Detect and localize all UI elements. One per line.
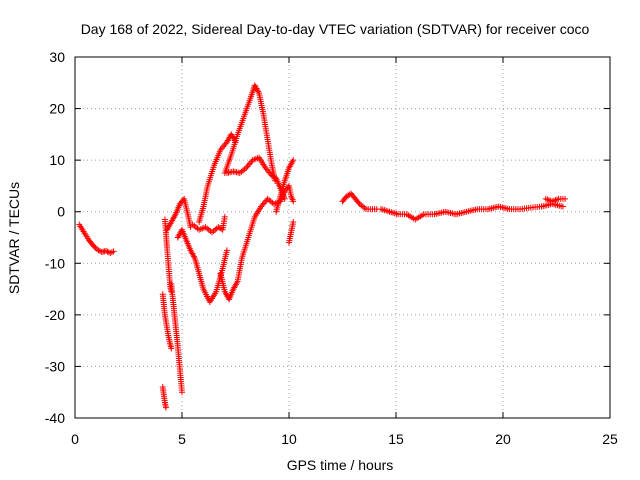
- x-tick-label: 15: [388, 431, 404, 447]
- series-arc-16: [339, 190, 380, 213]
- data-point: [290, 219, 297, 226]
- data-point: [290, 198, 297, 205]
- y-tick-label: -30: [45, 358, 65, 374]
- plot-frame: [74, 56, 611, 419]
- y-tick-label: -20: [45, 307, 65, 323]
- chart-title: Day 168 of 2022, Sidereal Day-to-day VTE…: [81, 21, 590, 37]
- y-tick-label: 0: [57, 204, 65, 220]
- y-tick-label: 10: [49, 152, 65, 168]
- series-arc-14: [277, 182, 297, 205]
- axis-ticks: [74, 56, 611, 419]
- y-tick-labels: -40 -30 -20 -10 0 10 20 30: [45, 49, 65, 426]
- y-tick-label: -10: [45, 255, 65, 271]
- series-arc-4: [159, 384, 169, 411]
- x-tick-label: 10: [281, 431, 297, 447]
- data-point: [162, 404, 169, 411]
- data-point: [168, 345, 175, 352]
- series-arc-9: [189, 213, 228, 236]
- x-tick-label: 25: [602, 431, 618, 447]
- series-arc-6: [164, 195, 194, 233]
- data-point: [103, 247, 110, 254]
- series-arc-3: [159, 291, 175, 352]
- y-axis-label: SDTVAR / TECUs: [6, 182, 22, 294]
- x-tick-label: 5: [178, 431, 186, 447]
- data-point: [559, 203, 566, 210]
- y-tick-label: 20: [49, 101, 65, 117]
- data-point: [179, 389, 185, 396]
- x-axis-label: GPS time / hours: [287, 457, 394, 473]
- y-tick-label: 30: [49, 49, 65, 65]
- series-arc-17: [378, 200, 566, 223]
- grid: [75, 57, 610, 418]
- data-point: [221, 213, 228, 220]
- data-point: [562, 195, 569, 202]
- data-points: [76, 82, 569, 411]
- x-tick-label: 0: [71, 431, 79, 447]
- x-tick-labels: 0 5 10 15 20 25: [71, 431, 618, 447]
- data-point: [290, 157, 297, 164]
- series-arc-15: [286, 219, 297, 246]
- series-arc-12: [217, 195, 284, 303]
- series-arc-18: [542, 195, 569, 205]
- data-point: [110, 248, 117, 255]
- series-arc-1: [76, 221, 117, 256]
- y-tick-label: -40: [45, 410, 65, 426]
- data-point: [104, 248, 111, 255]
- data-point: [355, 199, 362, 206]
- x-tick-label: 20: [495, 431, 511, 447]
- series-arc-7: [174, 226, 230, 305]
- series-arc-10: [221, 82, 279, 184]
- series-arc-5: [168, 280, 185, 396]
- series-arc-13: [273, 157, 297, 215]
- series-arc-8: [196, 131, 239, 226]
- data-point: [223, 247, 230, 254]
